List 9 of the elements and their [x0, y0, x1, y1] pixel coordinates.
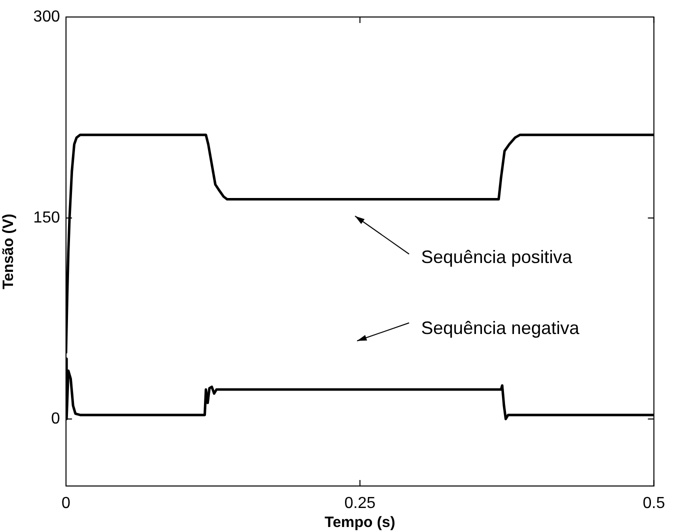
annotation: Sequência positiva — [421, 247, 574, 268]
y-tick-label: 150 — [33, 209, 60, 226]
y-axis-title: Tensão (V) — [0, 214, 18, 290]
annotation: Sequência negativa — [421, 318, 580, 338]
x-tick-label: 0.5 — [642, 495, 666, 512]
y-tick-label: 300 — [33, 8, 60, 26]
y-tick-label: 0 — [51, 410, 60, 428]
x-tick-label: 0.25 — [344, 495, 376, 512]
x-axis-title: Tempo (s) — [324, 514, 396, 532]
